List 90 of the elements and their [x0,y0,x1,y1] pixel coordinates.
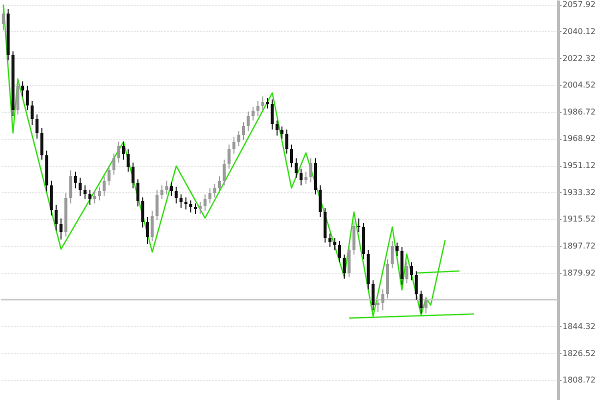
candlestick [189,200,192,213]
candlestick [141,196,144,228]
candlestick [381,288,384,311]
candlestick [252,106,255,122]
y-tick-label: 1933.32 [562,188,596,197]
candlestick [342,254,346,280]
candlestick [74,171,77,189]
candlestick [136,178,140,207]
candlestick [222,159,226,186]
y-tick-label: 1968.92 [562,134,596,144]
y-tick-label: 1915.52 [562,214,596,224]
candlestick [228,144,231,170]
candlestick [102,176,106,196]
candlestick [414,270,418,300]
candlestick [160,184,164,200]
y-tick-label: 1844.32 [562,322,596,331]
candlestick [69,170,72,204]
y-tick-label: 1951.12 [562,161,596,170]
y-tick-label: 2040.12 [562,26,596,36]
candlestick [276,120,279,136]
candlestick [156,189,159,220]
y-tick-label: 2022.32 [562,54,596,63]
y-tick-label: 1808.72 [562,376,596,385]
candlestick [309,158,312,183]
candlestick [54,204,58,232]
y-tick-label: 2057.92 [562,0,596,10]
candlestick [204,194,207,212]
candlestick [208,188,212,204]
candlestick [78,177,82,196]
candlestick [112,153,116,176]
candlestick [300,168,303,186]
candlestick [126,148,130,172]
candlestick [60,218,63,240]
candlestick [348,245,351,278]
candlestick [93,190,96,204]
candlestick [270,98,274,130]
candlestick [246,110,250,132]
candlestick [232,136,236,154]
candlestick [198,201,202,214]
candlestick [132,162,135,189]
candlestick [352,220,356,256]
candlestick [261,96,264,110]
candlestick [280,126,284,140]
candlestick [98,186,101,201]
candlestick [40,128,44,160]
candlestick [294,158,298,178]
candlestick [338,240,342,263]
candlestick [2,4,5,31]
candlestick [405,262,408,284]
candlestick [285,129,288,154]
y-tick-label: 1897.72 [562,241,596,250]
candlestick [174,186,178,204]
candlestick [218,176,221,194]
candlestick [117,141,120,164]
candlestick [390,240,394,269]
candlestick [84,184,87,200]
candlestick [36,114,39,140]
candlestick [184,196,188,210]
candlestick [372,280,375,311]
candlestick [108,165,111,186]
candlestick [410,262,414,281]
candlestick [266,97,269,109]
candlestick [170,182,173,196]
y-tick-label: 2004.52 [562,80,596,90]
candlestick [146,216,149,245]
y-tick-label: 1986.72 [562,107,596,116]
candlestick [357,218,360,233]
candlestick [256,100,260,117]
candlestick [237,130,240,147]
candlestick [290,144,294,168]
y-tick-label: 1879.92 [562,268,596,278]
candlestick [122,141,125,160]
candlestick [396,242,399,257]
candlestick [26,85,29,110]
candlestick [213,183,216,198]
candlestick [304,171,308,184]
candlestick [242,122,245,141]
y-tick-label: 1826.52 [562,348,596,358]
candlestick [88,189,92,206]
candlestick [420,290,423,314]
candlestick [328,233,332,248]
candlestick [194,202,197,214]
candlestick [424,296,428,314]
candlestick [318,184,322,218]
candlestick [30,100,34,126]
candlestick [21,80,24,97]
candlestick [180,194,183,208]
candlestick [150,210,154,242]
candlestick [333,238,336,251]
candlestick [165,180,168,195]
